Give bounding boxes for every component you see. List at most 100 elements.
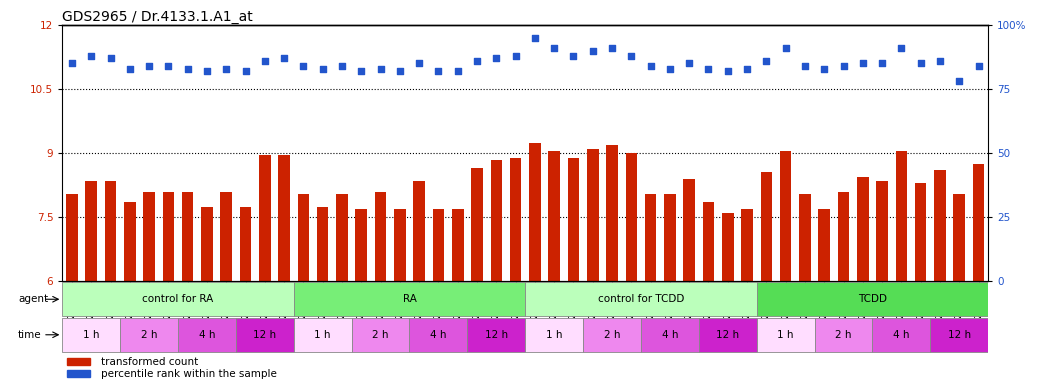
Point (796, 63, 813, 69)
Bar (683, 179, 695, 281)
Bar (471, 168, 483, 281)
Point (719, 68, 736, 74)
Point (83, 53, 100, 59)
Point (912, 60, 929, 66)
Bar (664, 194, 676, 281)
Point (469, 58, 486, 64)
Bar (548, 151, 559, 281)
Bar (278, 156, 290, 281)
Bar (491, 160, 502, 281)
Bar (220, 192, 233, 281)
Text: 1 h: 1 h (315, 330, 331, 340)
Bar (236, 318, 294, 352)
Bar (606, 145, 618, 281)
Bar (510, 157, 521, 281)
Bar (355, 209, 367, 281)
Point (661, 66, 678, 72)
Text: control for TCDD: control for TCDD (598, 294, 684, 304)
Bar (838, 192, 849, 281)
Text: 12 h: 12 h (253, 330, 276, 340)
Bar (525, 282, 757, 316)
Point (102, 55, 118, 61)
Text: 2 h: 2 h (836, 330, 852, 340)
Point (643, 63, 659, 69)
Text: TCDD: TCDD (858, 294, 886, 304)
Point (874, 60, 891, 66)
Point (739, 66, 756, 72)
Point (276, 55, 293, 61)
Text: 1 h: 1 h (546, 330, 563, 340)
Point (218, 66, 235, 72)
Bar (163, 192, 174, 281)
Text: 1 h: 1 h (83, 330, 100, 340)
Bar (757, 318, 815, 352)
Bar (105, 181, 116, 281)
Point (160, 63, 176, 69)
Bar (645, 194, 656, 281)
Bar (761, 172, 772, 281)
Bar (583, 318, 640, 352)
Bar (799, 194, 811, 281)
Point (758, 58, 774, 64)
Text: 4 h: 4 h (198, 330, 215, 340)
Bar (294, 282, 525, 316)
Bar (780, 151, 791, 281)
Point (121, 66, 138, 72)
Bar (525, 318, 583, 352)
Bar (699, 318, 757, 352)
Bar (394, 209, 406, 281)
Point (951, 78, 967, 84)
Bar (529, 142, 541, 281)
Bar (62, 282, 294, 316)
Point (526, 35, 543, 41)
Text: GDS2965 / Dr.4133.1.A1_at: GDS2965 / Dr.4133.1.A1_at (62, 10, 253, 24)
Point (932, 58, 949, 64)
Text: time: time (18, 330, 42, 340)
Bar (201, 207, 213, 281)
Bar (336, 194, 348, 281)
Point (508, 53, 524, 59)
Point (63, 60, 80, 66)
Bar (703, 202, 714, 281)
Point (333, 63, 350, 69)
Point (180, 66, 196, 72)
Bar (973, 164, 984, 281)
Point (141, 63, 158, 69)
Text: 4 h: 4 h (893, 330, 909, 340)
Bar (85, 181, 97, 281)
Bar (872, 318, 930, 352)
Point (623, 53, 639, 59)
Bar (120, 318, 179, 352)
Point (315, 66, 331, 72)
Point (777, 45, 794, 51)
Bar (179, 318, 236, 352)
Text: 4 h: 4 h (430, 330, 446, 340)
Point (430, 68, 446, 74)
Text: 12 h: 12 h (716, 330, 739, 340)
Bar (240, 207, 251, 281)
Bar (815, 318, 872, 352)
Text: percentile rank within the sample: percentile rank within the sample (101, 369, 277, 379)
Point (604, 45, 621, 51)
Bar (182, 192, 193, 281)
Bar (640, 318, 699, 352)
Bar (62, 318, 120, 352)
Text: agent: agent (18, 294, 48, 304)
Point (256, 58, 273, 64)
Bar (467, 318, 525, 352)
Bar (294, 318, 352, 352)
Point (836, 63, 852, 69)
Point (854, 60, 871, 66)
Bar (741, 209, 753, 281)
Bar (66, 358, 90, 365)
Bar (757, 282, 988, 316)
Bar (413, 181, 425, 281)
Bar (409, 318, 467, 352)
Bar (375, 192, 386, 281)
Bar (857, 177, 869, 281)
Point (488, 55, 504, 61)
Point (449, 68, 466, 74)
Point (584, 48, 601, 54)
Bar (298, 194, 309, 281)
Bar (930, 318, 988, 352)
